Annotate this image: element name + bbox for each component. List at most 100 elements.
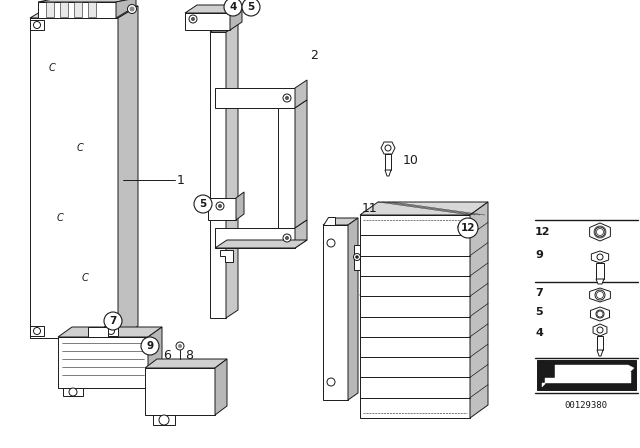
Circle shape [597,254,603,260]
Circle shape [33,327,40,335]
Polygon shape [596,279,604,284]
Polygon shape [470,202,488,418]
Polygon shape [596,263,604,279]
Text: C: C [49,63,56,73]
Circle shape [216,202,224,210]
Circle shape [179,345,182,348]
Circle shape [69,388,77,396]
Polygon shape [215,240,307,248]
Polygon shape [591,307,609,321]
Polygon shape [295,220,307,248]
Polygon shape [215,228,295,248]
Text: 00129380: 00129380 [564,401,607,409]
Polygon shape [88,327,108,337]
Polygon shape [153,415,175,425]
Polygon shape [230,5,242,30]
Polygon shape [58,337,148,388]
Polygon shape [381,142,395,154]
Polygon shape [236,192,244,220]
Polygon shape [597,350,603,356]
Circle shape [108,327,115,335]
Circle shape [596,310,604,318]
Circle shape [597,327,603,333]
Polygon shape [537,360,636,390]
Circle shape [283,94,291,102]
Circle shape [194,195,212,213]
Polygon shape [323,225,348,400]
Polygon shape [354,245,360,270]
Polygon shape [323,218,358,225]
Polygon shape [220,250,233,262]
Polygon shape [145,359,227,368]
Polygon shape [88,2,96,17]
Circle shape [141,337,159,355]
Polygon shape [60,2,68,17]
Text: 2: 2 [310,48,318,61]
Text: 5: 5 [535,307,543,317]
Circle shape [33,22,40,29]
Circle shape [176,342,184,350]
Text: C: C [56,213,63,223]
Circle shape [191,17,195,21]
Polygon shape [38,2,116,18]
Circle shape [218,204,221,207]
Circle shape [159,415,169,425]
Circle shape [283,234,291,242]
Circle shape [327,239,335,247]
Polygon shape [46,2,54,17]
Polygon shape [208,198,236,220]
Circle shape [327,378,335,386]
Polygon shape [295,100,307,228]
Text: 9: 9 [535,250,543,260]
Polygon shape [116,0,136,18]
Circle shape [285,237,289,240]
Circle shape [189,15,197,23]
Text: 8: 8 [185,349,193,362]
Polygon shape [58,327,162,337]
Polygon shape [38,0,136,2]
Text: 5: 5 [248,2,255,12]
Polygon shape [30,20,44,30]
Text: 7: 7 [535,288,543,298]
Polygon shape [185,5,242,13]
Polygon shape [185,13,230,30]
Polygon shape [360,215,470,418]
Polygon shape [323,217,335,225]
Polygon shape [593,324,607,336]
Circle shape [595,290,605,300]
Polygon shape [104,326,118,336]
Circle shape [130,7,134,11]
Text: 6: 6 [163,349,171,362]
Polygon shape [591,251,609,263]
Text: 5: 5 [200,199,207,209]
Circle shape [596,228,604,236]
Circle shape [596,292,604,298]
Polygon shape [385,154,391,170]
Polygon shape [628,365,634,374]
Polygon shape [118,6,138,338]
Circle shape [385,145,391,151]
Text: C: C [77,143,83,153]
Polygon shape [589,223,611,241]
Polygon shape [385,170,391,176]
Circle shape [458,223,466,231]
Circle shape [353,254,360,260]
Circle shape [595,227,605,237]
Text: 11: 11 [362,202,378,215]
Polygon shape [30,18,118,338]
Text: 1: 1 [177,173,185,186]
Polygon shape [360,202,488,215]
Circle shape [242,0,260,16]
Polygon shape [589,288,611,302]
Circle shape [597,311,603,317]
Circle shape [461,225,463,228]
Text: 12: 12 [461,223,476,233]
Circle shape [104,312,122,330]
Polygon shape [30,6,138,18]
Polygon shape [348,218,358,400]
Polygon shape [226,24,238,318]
Polygon shape [74,2,82,17]
Polygon shape [215,359,227,415]
Text: 3: 3 [377,262,385,275]
Text: 12: 12 [535,227,550,237]
